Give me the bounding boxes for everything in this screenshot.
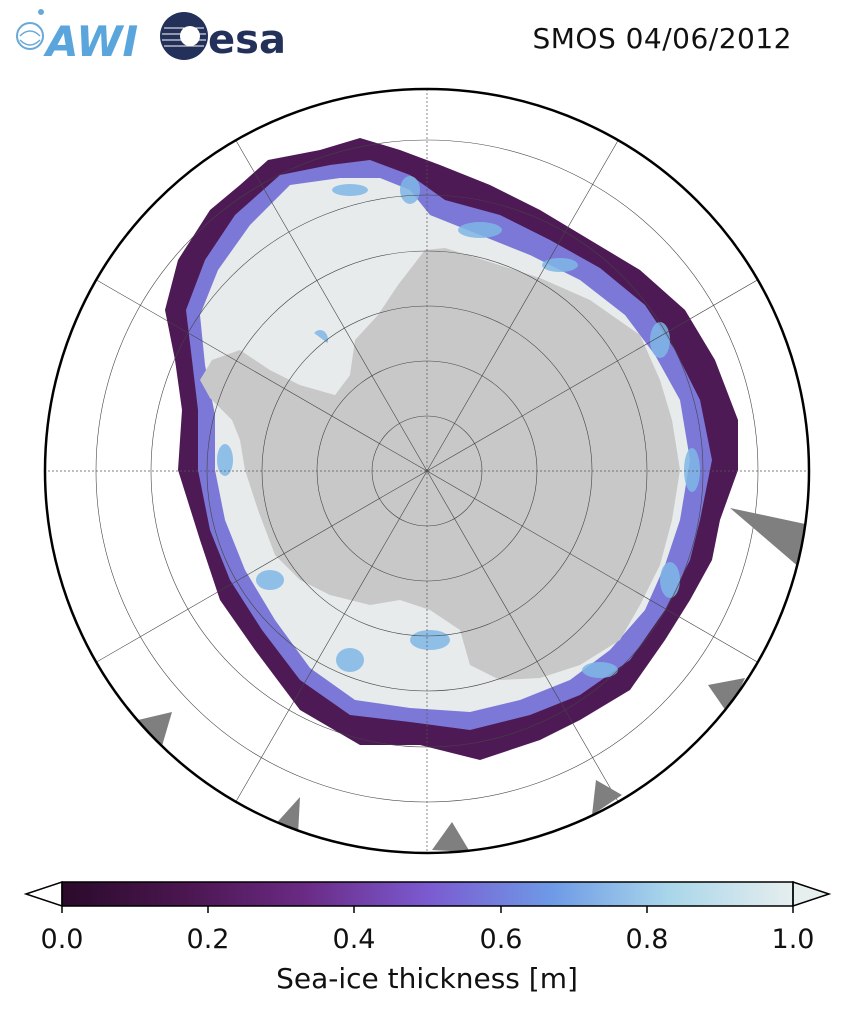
- colorbar-tick-label: 0.0: [40, 924, 84, 955]
- colorbar: [23, 880, 832, 913]
- esa-logo: esa: [160, 12, 286, 63]
- esa-logo-text: esa: [208, 17, 286, 63]
- colorbar-ticks: [61, 906, 794, 913]
- no-data-wedges: [138, 508, 809, 852]
- antarctica-land: [200, 248, 680, 680]
- graticule-circles: [80, 124, 774, 818]
- colorbar-max-extend: [792, 880, 832, 908]
- colorbar-label: Sea-ice thickness [m]: [276, 962, 578, 995]
- ross-ice-shelf: [240, 320, 350, 395]
- colorbar-tick-label: 0.4: [332, 924, 376, 955]
- awi-logo-text: AWI: [43, 17, 138, 64]
- colorbar-tick-label: 0.6: [479, 924, 523, 955]
- colorbar-tick-label: 0.8: [625, 924, 669, 955]
- colorbar-tick-label: 1.0: [771, 924, 815, 955]
- header-logos: AWI esa: [16, 9, 286, 64]
- graticule: [45, 89, 809, 853]
- colorbar-gradient: [62, 882, 793, 906]
- colorbar-tick-label: 0.2: [186, 924, 230, 955]
- map-boundary: [43, 87, 811, 855]
- awi-logo: AWI: [16, 9, 138, 64]
- colorbar-min-extend: [23, 880, 63, 908]
- map-date-title: SMOS 04/06/2012: [532, 22, 792, 55]
